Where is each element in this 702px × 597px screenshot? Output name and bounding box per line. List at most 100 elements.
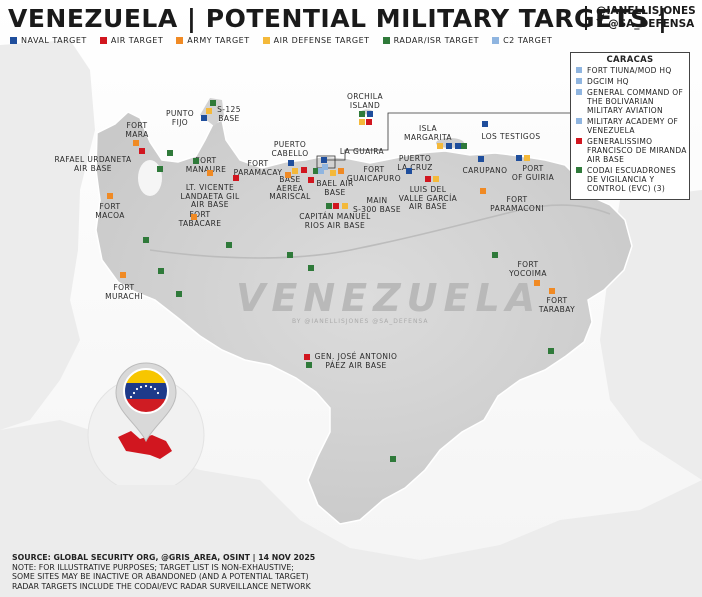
place-label: PUERTO LA CRUZ xyxy=(397,154,433,172)
naval-target-marker xyxy=(446,143,452,149)
army-target-marker xyxy=(480,188,486,194)
footer-notes: SOURCE: GLOBAL SECURITY ORG, @GRIS_AREA,… xyxy=(12,553,315,591)
title-separator xyxy=(585,6,587,30)
legend-swatch xyxy=(10,37,17,44)
caracas-callout-line xyxy=(322,112,570,161)
air-target-marker xyxy=(139,148,145,154)
radar-target-marker xyxy=(308,265,314,271)
footer-note: NOTE: FOR ILLUSTRATIVE PURPOSES; TARGET … xyxy=(12,562,294,572)
caracas-item-swatch xyxy=(576,118,582,124)
caracas-inset-title: CARACAS xyxy=(606,55,654,65)
place-label: BAEL AIR BASE xyxy=(316,179,354,197)
naval-target-marker xyxy=(455,143,461,149)
army-target-marker xyxy=(534,280,540,286)
place-label: ISLA MARGARITA xyxy=(404,124,452,142)
radar-target-marker xyxy=(359,111,365,117)
place-label: FORT YOCOIMA xyxy=(509,260,547,278)
caracas-item-label: DGCIM HQ xyxy=(587,77,629,86)
air-target-marker xyxy=(301,167,307,173)
naval-target-marker xyxy=(406,168,412,174)
naval-target-marker xyxy=(321,157,327,163)
legend-item-naval: NAVAL TARGET xyxy=(10,36,87,45)
place-label: PUERTO CABELLO xyxy=(271,140,309,158)
footer-note: RADAR TARGETS INCLUDE THE CODAI/EVC RADA… xyxy=(12,581,311,591)
legend-label: RADAR/ISR TARGET xyxy=(393,36,480,45)
army-target-marker xyxy=(133,140,139,146)
radar-target-marker xyxy=(157,166,163,172)
page-title: VENEZUELA | POTENTIAL MILITARY TARGETS | xyxy=(8,4,668,33)
radar-target-marker xyxy=(210,100,216,106)
caracas-item-swatch xyxy=(576,89,582,95)
air-target-marker xyxy=(333,203,339,209)
lake-maracaibo xyxy=(138,160,162,196)
caracas-item-label: GENERALISSIMO FRANCISCO DE MIRANDA AIR B… xyxy=(587,137,687,164)
radar-target-marker xyxy=(326,203,332,209)
place-label: FORT GUAICAPURO xyxy=(346,165,402,183)
legend-item-radar: RADAR/ISR TARGET xyxy=(382,36,480,45)
air-defense-target-marker xyxy=(292,168,298,174)
army-target-marker xyxy=(120,272,126,278)
orinoco-river xyxy=(149,204,611,259)
place-label: ORCHILA ISLAND xyxy=(346,92,384,110)
air-defense-target-marker xyxy=(524,155,530,161)
air-defense-target-marker xyxy=(437,143,443,149)
caracas-item-label: CODAI ESCUADRONES DE VIGILANCIA Y CONTRO… xyxy=(587,166,676,193)
air-target-marker xyxy=(308,177,314,183)
place-label: BASE AEREA MARISCAL xyxy=(269,175,311,201)
place-label: FORT MARA xyxy=(125,121,149,139)
author-handles: @IANELLISJONES 𝕏 @SA_DEFENSA xyxy=(596,5,696,31)
radar-target-marker xyxy=(158,268,164,274)
radar-target-marker xyxy=(143,237,149,243)
legend-swatch xyxy=(99,37,107,44)
naval-target-marker xyxy=(478,156,484,162)
caracas-item-label: MILITARY ACADEMY OF VENEZUELA xyxy=(587,117,679,135)
place-label: S-125 BASE xyxy=(217,105,241,123)
caracas-item: FORT TIUNA/MOD HQ xyxy=(573,66,687,75)
place-label: LOS TESTIGOS xyxy=(481,132,541,141)
naval-target-marker xyxy=(482,121,488,127)
legend-label: ARMY TARGET xyxy=(187,36,250,45)
radar-target-marker xyxy=(492,252,498,258)
radar-target-marker xyxy=(287,252,293,258)
place-label: CAPITÁN MANUEL RIOS AIR BASE xyxy=(299,212,371,230)
army-target-marker xyxy=(338,168,344,174)
place-label: CARUPANO xyxy=(462,166,508,175)
radar-target-marker xyxy=(176,291,182,297)
place-label: FORT TABACARE xyxy=(178,210,222,228)
legend-swatch xyxy=(382,37,390,44)
locator-inset xyxy=(87,362,205,485)
radar-target-marker xyxy=(548,348,554,354)
air-defense-target-marker xyxy=(359,119,365,125)
naval-target-marker xyxy=(288,160,294,166)
radar-target-marker xyxy=(461,143,467,149)
footer-source: SOURCE: GLOBAL SECURITY ORG, @GRIS_AREA,… xyxy=(12,553,316,562)
place-label: LUIS DEL VALLE GARCÍA AIR BASE xyxy=(398,185,458,211)
place-label: LT. VICENTE LANDAETA GIL AIR BASE xyxy=(180,183,240,209)
air-defense-target-marker xyxy=(206,108,212,114)
place-label: FORT PARAMACONI xyxy=(490,195,544,213)
map-watermark: VENEZUELA xyxy=(236,276,542,320)
air-defense-target-marker xyxy=(342,203,348,209)
radar-target-marker xyxy=(167,150,173,156)
place-label: PUNTO FIJO xyxy=(165,109,195,127)
radar-target-marker xyxy=(226,242,232,248)
caracas-item-label: GENERAL COMMAND OF THE BOLIVARIAN MILITA… xyxy=(587,88,684,115)
radar-target-marker xyxy=(390,456,396,462)
legend-item-air-defense: AIR DEFENSE TARGET xyxy=(262,36,370,45)
caracas-item: MILITARY ACADEMY OF VENEZUELA xyxy=(573,117,687,135)
air-defense-target-marker xyxy=(433,176,439,182)
air-target-marker xyxy=(366,119,372,125)
air-target-marker xyxy=(304,354,310,360)
legend-label: NAVAL TARGET xyxy=(21,36,87,45)
footer-note: SOME SITES MAY BE INACTIVE OR ABANDONED … xyxy=(12,572,309,581)
naval-target-marker xyxy=(367,111,373,117)
army-target-marker xyxy=(191,214,197,220)
legend-item-c2: C2 TARGET xyxy=(492,36,552,45)
air-target-marker xyxy=(425,176,431,182)
army-target-marker xyxy=(207,170,213,176)
legend-swatch xyxy=(262,37,270,44)
legend-item-air: AIR TARGET xyxy=(99,36,163,45)
radar-target-marker xyxy=(313,168,319,174)
place-label: GEN. JOSÉ ANTONIO PÁEZ AIR BASE xyxy=(314,352,398,370)
caracas-item: DGCIM HQ xyxy=(573,77,687,86)
